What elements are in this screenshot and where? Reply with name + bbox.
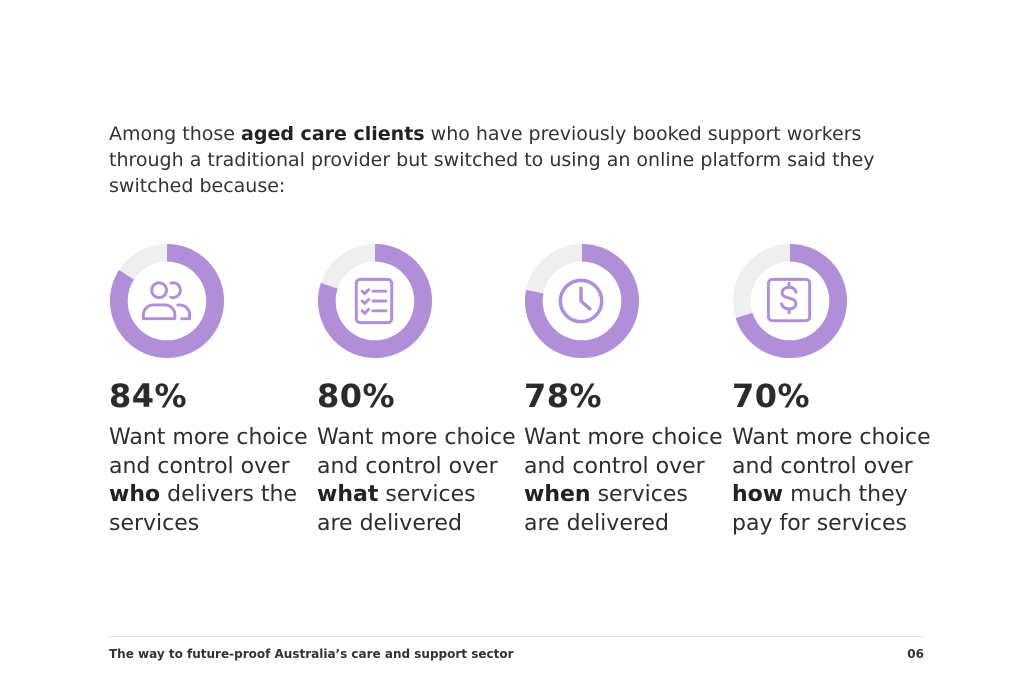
- intro-text-end: who have previously booked support worke…: [109, 123, 875, 197]
- donut-chart-78: [524, 243, 640, 359]
- stat-text: delivers the services: [109, 482, 297, 536]
- donut-chart-70: [732, 243, 848, 359]
- stat-text-bold: when: [524, 482, 591, 507]
- donut-chart-84: [109, 243, 225, 359]
- stat-text: services are delivered: [524, 482, 688, 536]
- stat-text: much they pay for services: [732, 482, 908, 536]
- users-icon: [141, 281, 192, 321]
- clock-icon: [558, 278, 604, 324]
- checklist-icon: [354, 277, 394, 325]
- page-number: 06: [907, 647, 924, 661]
- stat-description: Want more choice and control over when s…: [524, 424, 724, 538]
- footer-title: The way to future-proof Australia’s care…: [109, 647, 514, 661]
- stat-description: Want more choice and control over what s…: [317, 424, 517, 538]
- donut-chart-80: [317, 243, 433, 359]
- stat-text: Want more choice and control over: [524, 425, 723, 479]
- intro-paragraph: Among those aged care clients who have p…: [109, 121, 909, 199]
- intro-text-bold: aged care clients: [241, 123, 425, 145]
- stat-percent: 70%: [732, 377, 811, 415]
- intro-text-start: Among those: [109, 123, 242, 145]
- stat-card-who: 84% Want more choice and control over wh…: [109, 242, 309, 538]
- footer-divider: [109, 636, 924, 637]
- stat-text: services are delivered: [317, 482, 476, 536]
- stat-percent: 78%: [524, 377, 603, 415]
- stat-card-when: 78% Want more choice and control over wh…: [524, 242, 724, 538]
- stat-text-bold: what: [317, 482, 379, 507]
- stat-card-how: 70% Want more choice and control over ho…: [732, 242, 932, 538]
- stat-card-what: 80% Want more choice and control over wh…: [317, 242, 517, 538]
- stat-text-bold: how: [732, 482, 784, 507]
- dollar-icon: [766, 277, 812, 323]
- stat-text: Want more choice and control over: [109, 425, 308, 479]
- stat-percent: 84%: [109, 377, 188, 415]
- stat-description: Want more choice and control over how mu…: [732, 424, 932, 538]
- stat-description: Want more choice and control over who de…: [109, 424, 309, 538]
- stat-text: Want more choice and control over: [317, 425, 516, 479]
- stat-percent: 80%: [317, 377, 396, 415]
- stat-text: Want more choice and control over: [732, 425, 931, 479]
- stat-text-bold: who: [109, 482, 161, 507]
